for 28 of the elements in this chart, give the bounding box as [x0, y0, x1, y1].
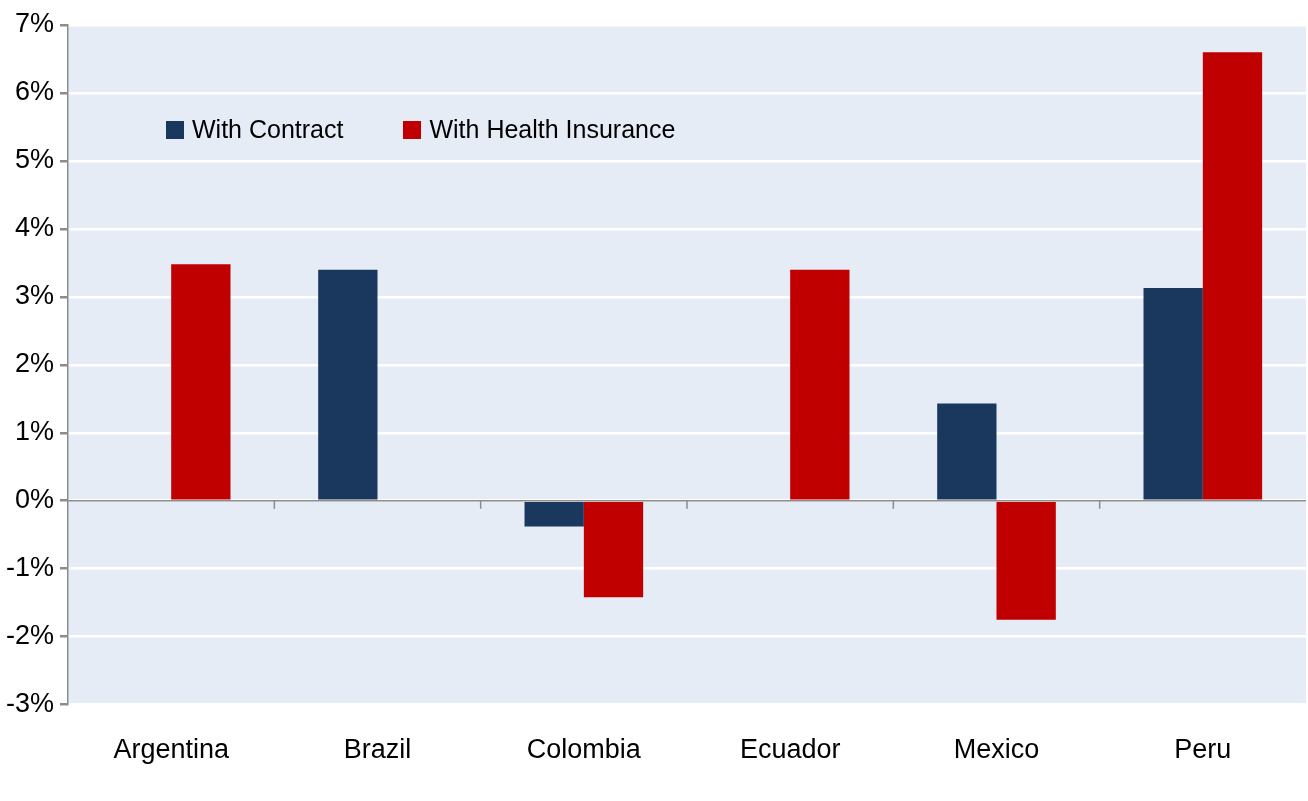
x-tick-label: Argentina [113, 734, 230, 765]
bar [318, 269, 378, 500]
legend-label: With Health Insurance [429, 115, 676, 144]
x-tick-label: Brazil [343, 734, 412, 765]
bar [1143, 288, 1203, 500]
y-tick-label: 1% [14, 416, 55, 447]
y-tick-label: 6% [14, 76, 55, 107]
y-tick-label: 2% [14, 348, 55, 379]
bar [937, 403, 997, 500]
x-tick-label: Mexico [953, 734, 1040, 765]
bar [171, 264, 231, 500]
bar [583, 501, 644, 598]
x-tick-label: Colombia [526, 734, 642, 765]
bar [790, 269, 850, 500]
bar [1202, 52, 1263, 500]
bar [996, 501, 1056, 620]
legend-label: With Contract [192, 115, 344, 144]
y-tick-label: 4% [14, 212, 55, 243]
y-tick-label: -3% [6, 688, 55, 719]
bar [524, 501, 584, 527]
y-tick-label: 3% [14, 280, 55, 311]
y-tick-label: -1% [6, 552, 55, 583]
y-tick-label: 7% [14, 8, 55, 39]
y-tick-label: -2% [6, 620, 55, 651]
y-tick-label: 0% [14, 484, 55, 515]
x-tick-label: Peru [1174, 734, 1232, 765]
y-tick-label: 5% [14, 144, 55, 175]
x-tick-label: Ecuador [739, 734, 841, 765]
